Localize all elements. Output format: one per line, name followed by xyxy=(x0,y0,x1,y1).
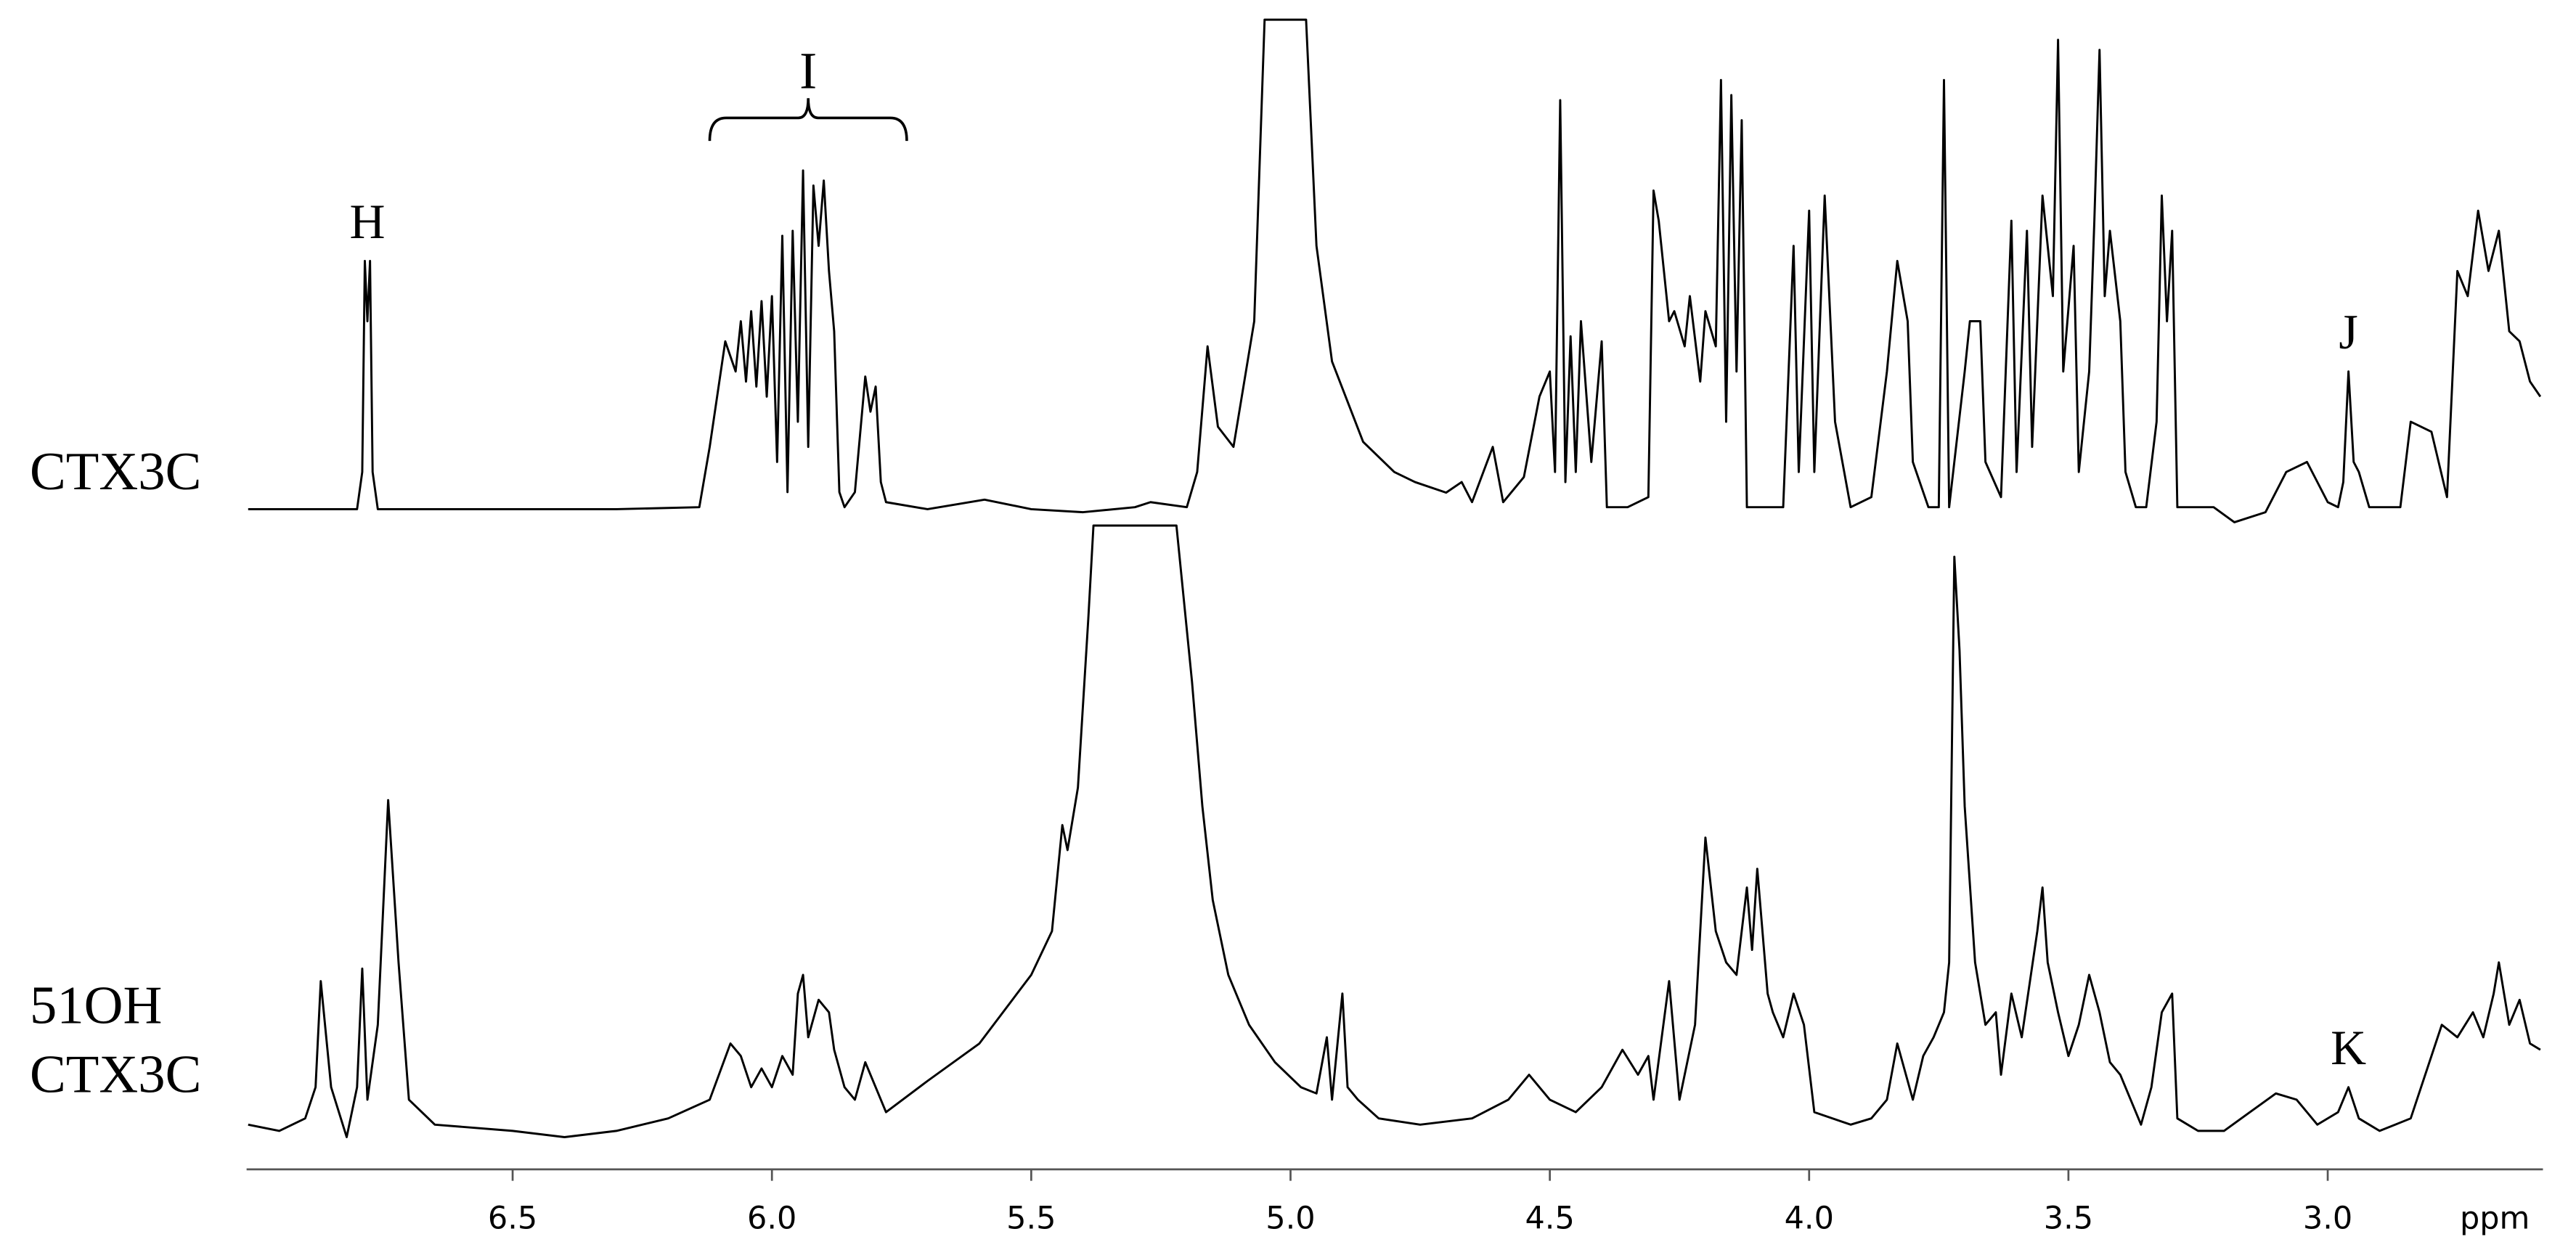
series-label: CTX3C xyxy=(30,1044,201,1104)
series-label: CTX3C xyxy=(30,441,201,502)
spectrum-line xyxy=(248,524,2541,1138)
annotation-label: J xyxy=(2339,305,2357,359)
annotation-label: I xyxy=(799,41,817,100)
x-tick-label: 6.5 xyxy=(488,1200,537,1236)
x-tick-label: 5.5 xyxy=(1006,1200,1056,1236)
x-tick-label: 6.0 xyxy=(747,1200,796,1236)
x-tick-label: 3.5 xyxy=(2044,1200,2093,1236)
annotation-label: H xyxy=(350,195,386,249)
x-tick-label: 4.0 xyxy=(1785,1200,1834,1236)
spectrum-line xyxy=(248,18,2542,523)
x-tick-label: 5.0 xyxy=(1265,1200,1315,1236)
series-label: 51OH xyxy=(30,975,162,1035)
x-tick-label: 3.0 xyxy=(2303,1200,2352,1236)
x-axis-label: ppm xyxy=(2460,1200,2530,1236)
x-tick-label: 4.5 xyxy=(1525,1200,1574,1236)
annotation-label: K xyxy=(2331,1021,2366,1075)
